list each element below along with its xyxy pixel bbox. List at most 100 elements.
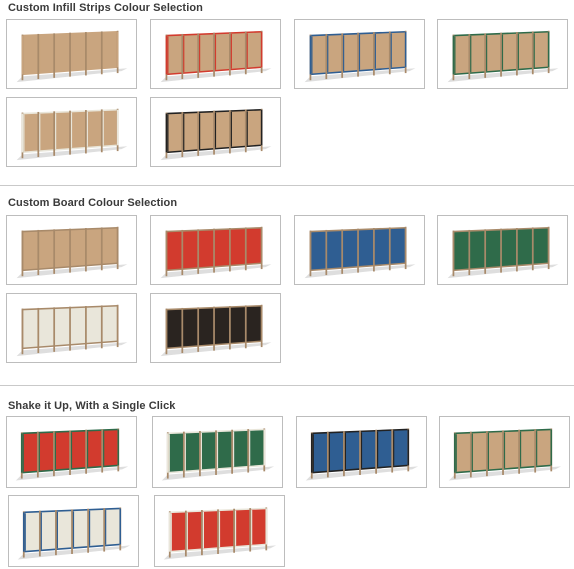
fence-board [453,230,470,271]
section-title: Custom Board Colour Selection [8,197,178,209]
fence-board [229,228,246,266]
fence-board [37,432,54,472]
fence-panel-preview [17,507,131,560]
fence-board [214,307,230,345]
fence-board [232,430,249,468]
board-colour-option-natural[interactable] [6,215,137,285]
fence-board [169,511,186,552]
board-colour-option-blue[interactable] [294,215,425,285]
fence-panel-preview [447,30,559,83]
fence-board [70,229,86,267]
fence-board [22,34,39,75]
fence-board [166,34,183,75]
fence-board [245,109,262,147]
board-colour-option-red[interactable] [150,215,281,285]
fence-board [469,230,486,270]
fence-board [250,508,267,546]
fence-board [70,111,86,149]
fence-panel-preview [16,30,128,83]
fence-board [102,429,119,467]
fence-panel-preview [304,30,416,83]
fence-board [501,33,517,71]
fence-board [54,229,71,269]
fence-board [310,230,327,271]
fence-panel-preview [160,108,272,161]
fence-board [454,432,471,473]
fence-panel-preview [160,226,272,279]
fence-board [535,429,552,467]
fence-board [229,32,246,70]
fence-board [70,33,86,71]
fence-board [486,431,504,471]
mix-option-2[interactable] [152,416,283,488]
fence-board [469,34,486,74]
fence-board [166,230,183,271]
board-colour-option-white[interactable] [6,293,137,363]
fence-board [182,34,199,74]
infill-strip-option-natural[interactable] [6,19,137,89]
fence-board [532,227,549,265]
infill-strip-option-red[interactable] [150,19,281,89]
fence-board [229,110,246,148]
fence-board [85,32,102,70]
fence-board [376,430,393,468]
fence-panel-preview [161,428,275,481]
fence-board [182,230,199,270]
fence-board [248,429,265,467]
fence-board [54,307,71,347]
mix-option-6[interactable] [154,495,285,567]
fence-board [22,112,39,153]
fence-board [101,305,118,343]
fence-board [214,229,230,267]
fence-board [85,110,102,148]
fence-board [229,306,246,344]
fence-board [392,429,409,467]
fence-board [501,229,517,267]
fence-board [70,307,86,345]
fence-board [70,430,87,470]
mix-option-3[interactable] [296,416,427,488]
fence-board [327,432,344,472]
fence-board [54,33,71,73]
mix-option-5[interactable] [8,495,139,567]
fence-board [216,430,233,470]
infill-strip-option-black[interactable] [150,97,281,167]
fence-board [101,31,118,69]
fence-board [38,112,55,152]
fence-panel-preview [16,226,128,279]
infill-strip-option-white[interactable] [6,97,137,167]
fence-board [245,31,262,69]
fence-board [85,306,102,344]
infill-strip-option-blue[interactable] [294,19,425,89]
infill-strip-option-green[interactable] [437,19,568,89]
fence-board [21,432,38,473]
fence-board [22,308,39,349]
fence-board [389,227,406,265]
fence-board [22,230,39,271]
fence-board [503,430,520,470]
fence-board [516,228,533,266]
fence-panel-preview [16,304,128,357]
mix-option-1[interactable] [6,416,137,488]
fence-board [101,109,118,147]
fence-board [88,509,105,547]
fence-board [182,112,199,152]
fence-board [104,508,121,546]
fence-panel-preview [160,30,272,83]
fence-board [166,308,183,349]
fence-board [342,229,359,269]
fence-panel-preview [448,428,562,481]
fence-panel-preview [305,428,419,481]
fence-board [166,112,183,153]
fence-panel-preview [163,507,277,560]
fence-board [326,230,343,270]
fence-board [86,430,103,468]
fence-board [532,31,549,69]
fence-board [311,432,328,473]
fence-board [183,432,200,472]
board-colour-option-green[interactable] [437,215,568,285]
mix-option-4[interactable] [439,416,570,488]
board-colour-option-black[interactable] [150,293,281,363]
fence-board [182,308,199,348]
fence-board [310,34,327,75]
